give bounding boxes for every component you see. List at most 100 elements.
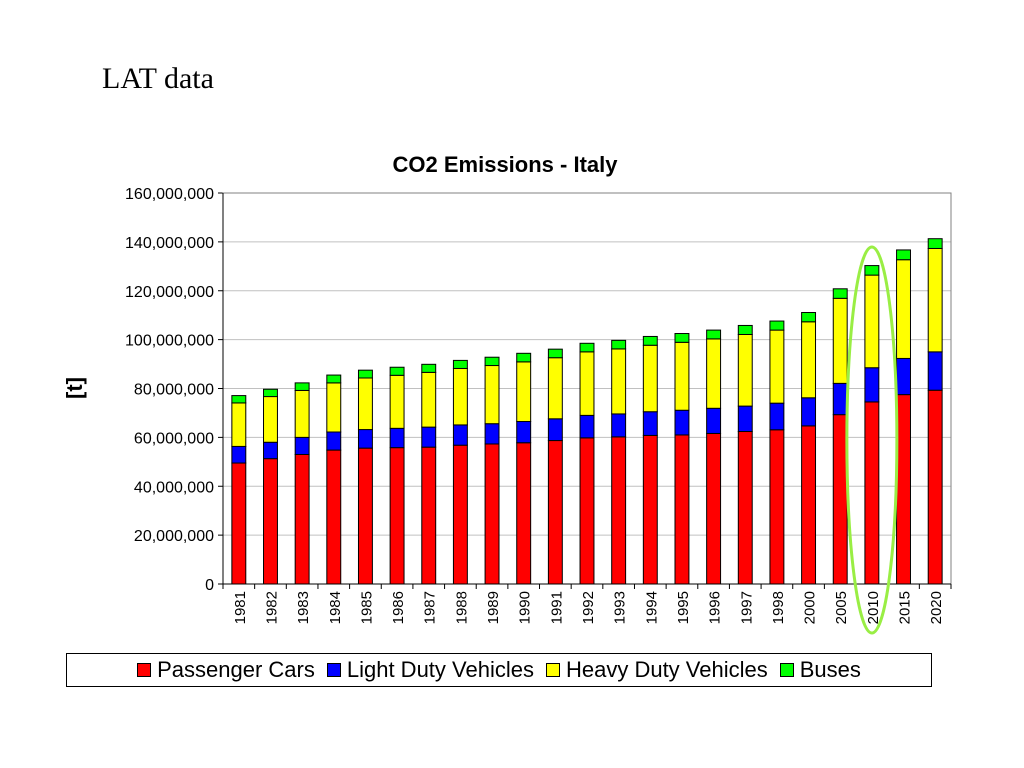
x-tick-label: 1984 bbox=[327, 591, 344, 624]
bar-passenger-cars-1990 bbox=[516, 442, 532, 585]
bar-light-duty-vehicles-1986 bbox=[389, 427, 405, 449]
bar-light-duty-vehicles-1996 bbox=[706, 407, 722, 434]
y-tick-label: 120,000,000 bbox=[125, 284, 214, 301]
bar-buses-1992 bbox=[579, 342, 595, 353]
legend-item-light-duty-vehicles: Light Duty Vehicles bbox=[326, 657, 534, 683]
bar-light-duty-vehicles-1992 bbox=[579, 414, 595, 439]
chart-title: CO2 Emissions - Italy bbox=[393, 152, 619, 177]
legend-swatch bbox=[779, 663, 794, 677]
bar-passenger-cars-1991 bbox=[547, 440, 563, 585]
x-tick-label: 2005 bbox=[833, 591, 850, 624]
bar-buses-1983 bbox=[294, 382, 310, 391]
bar-passenger-cars-1981 bbox=[231, 462, 247, 585]
bar-heavy-duty-vehicles-2020 bbox=[927, 247, 943, 353]
x-tick-label: 1993 bbox=[612, 591, 629, 624]
bar-light-duty-vehicles-1984 bbox=[326, 431, 342, 451]
bar-light-duty-vehicles-1987 bbox=[421, 426, 437, 448]
bar-light-duty-vehicles-1994 bbox=[642, 411, 658, 436]
bar-heavy-duty-vehicles-1988 bbox=[452, 367, 468, 426]
bar-passenger-cars-2000 bbox=[801, 425, 817, 585]
legend-item-buses: Buses bbox=[779, 657, 861, 683]
bar-light-duty-vehicles-1998 bbox=[769, 402, 785, 431]
bar-passenger-cars-1984 bbox=[326, 449, 342, 585]
y-tick-label: 20,000,000 bbox=[134, 528, 214, 545]
bar-buses-1989 bbox=[484, 356, 500, 367]
bar-buses-1993 bbox=[611, 339, 627, 350]
bar-passenger-cars-2005 bbox=[832, 414, 848, 585]
bar-passenger-cars-1995 bbox=[674, 434, 690, 585]
bar-heavy-duty-vehicles-1987 bbox=[421, 371, 437, 428]
bar-heavy-duty-vehicles-1996 bbox=[706, 338, 722, 409]
bar-passenger-cars-1986 bbox=[389, 447, 405, 585]
bar-light-duty-vehicles-2000 bbox=[801, 397, 817, 427]
x-tick-label: 1987 bbox=[422, 591, 439, 624]
y-axis-label: [t] bbox=[62, 377, 87, 399]
bar-buses-1982 bbox=[263, 388, 278, 398]
legend-item-passenger-cars: Passenger Cars bbox=[137, 657, 315, 683]
y-tick-label: 60,000,000 bbox=[134, 430, 214, 447]
plot-area: 0 20,000,000 40,000,000 60,000,000 80,000,00… bbox=[125, 186, 952, 635]
x-tick-label: 2015 bbox=[897, 591, 914, 624]
bar-light-duty-vehicles-1995 bbox=[674, 409, 690, 436]
bar-passenger-cars-1992 bbox=[579, 437, 595, 585]
x-tick-label: 1996 bbox=[707, 591, 724, 624]
bar-light-duty-vehicles-1990 bbox=[516, 420, 532, 444]
bar-heavy-duty-vehicles-1981 bbox=[231, 402, 247, 447]
legend-swatch bbox=[545, 663, 560, 677]
bar-buses-1981 bbox=[231, 395, 247, 404]
y-tick-label: 40,000,000 bbox=[134, 479, 214, 496]
bar-buses-2010 bbox=[864, 265, 880, 276]
x-tick-label: 1983 bbox=[295, 591, 312, 624]
bar-buses-1996 bbox=[706, 329, 722, 340]
bar-heavy-duty-vehicles-1986 bbox=[389, 374, 405, 429]
bar-light-duty-vehicles-1997 bbox=[737, 405, 753, 433]
bar-light-duty-vehicles-1993 bbox=[611, 413, 627, 438]
bar-light-duty-vehicles-1988 bbox=[452, 424, 468, 446]
bar-buses-1998 bbox=[769, 320, 785, 331]
bar-heavy-duty-vehicles-1989 bbox=[484, 365, 500, 425]
bar-heavy-duty-vehicles-1991 bbox=[547, 357, 563, 420]
x-tick-label: 2010 bbox=[865, 591, 882, 624]
legend-label: Passenger Cars bbox=[157, 657, 315, 682]
legend-label: Heavy Duty Vehicles bbox=[565, 657, 768, 682]
bar-buses-2000 bbox=[801, 311, 817, 323]
bar-heavy-duty-vehicles-1995 bbox=[674, 341, 690, 411]
x-tick-label: 1989 bbox=[485, 591, 502, 624]
bar-heavy-duty-vehicles-1992 bbox=[579, 351, 595, 416]
bar-buses-1994 bbox=[642, 335, 658, 346]
bar-heavy-duty-vehicles-1997 bbox=[737, 333, 753, 407]
x-tick-label: 1998 bbox=[770, 591, 787, 624]
x-tick-label: 2000 bbox=[802, 591, 819, 624]
bar-buses-1990 bbox=[516, 352, 532, 363]
bar-heavy-duty-vehicles-1985 bbox=[357, 377, 373, 431]
slide-title: LAT data bbox=[102, 62, 214, 95]
bar-light-duty-vehicles-2010 bbox=[864, 367, 880, 403]
bar-passenger-cars-2015 bbox=[896, 394, 911, 585]
bar-heavy-duty-vehicles-2000 bbox=[801, 321, 817, 399]
x-tick-label: 1991 bbox=[548, 591, 565, 624]
bar-buses-1997 bbox=[737, 324, 753, 335]
bar-light-duty-vehicles-1985 bbox=[357, 429, 373, 449]
y-tick-label: 140,000,000 bbox=[125, 235, 214, 252]
bar-heavy-duty-vehicles-1983 bbox=[294, 389, 310, 438]
legend-item-heavy-duty-vehicles: Heavy Duty Vehicles bbox=[545, 657, 768, 683]
bar-buses-1991 bbox=[547, 348, 563, 359]
bar-passenger-cars-2020 bbox=[927, 389, 943, 585]
x-tick-label: 1981 bbox=[232, 591, 249, 624]
bar-light-duty-vehicles-2020 bbox=[927, 351, 943, 391]
bar-passenger-cars-1994 bbox=[642, 434, 658, 585]
bar-heavy-duty-vehicles-2015 bbox=[896, 259, 911, 359]
x-tick-label: 1997 bbox=[738, 591, 755, 624]
legend-label: Light Duty Vehicles bbox=[346, 657, 534, 682]
legend-swatch bbox=[326, 663, 341, 677]
bar-buses-1987 bbox=[421, 363, 437, 373]
y-tick-label: 80,000,000 bbox=[134, 382, 214, 399]
bar-buses-2005 bbox=[832, 288, 848, 299]
bar-heavy-duty-vehicles-1998 bbox=[769, 329, 785, 404]
bar-light-duty-vehicles-2005 bbox=[832, 382, 848, 416]
x-tick-label: 1994 bbox=[643, 591, 660, 624]
x-tick-label: 1990 bbox=[517, 591, 534, 624]
bar-buses-1988 bbox=[452, 359, 468, 369]
y-tick-label: 160,000,000 bbox=[125, 186, 214, 203]
bar-heavy-duty-vehicles-2005 bbox=[832, 297, 848, 384]
